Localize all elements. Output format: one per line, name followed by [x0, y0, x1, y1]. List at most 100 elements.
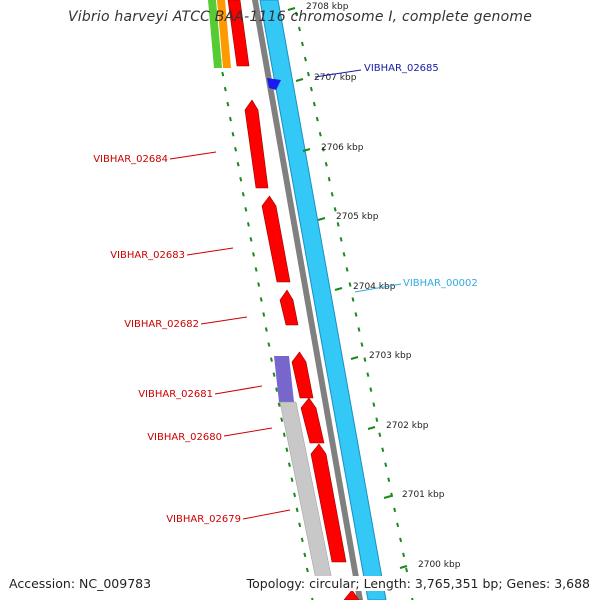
- gc-outer-dot: [330, 192, 334, 197]
- gc-inner-dot: [282, 432, 286, 437]
- gc-outer-dot: [384, 462, 388, 468]
- ruler-tick-mark: [367, 426, 376, 430]
- gc-inner-dot: [228, 116, 232, 122]
- gene-label-leader: [200, 316, 248, 325]
- gc-inner-dot: [259, 297, 263, 302]
- gc-outer-dot: [342, 252, 346, 257]
- gc-outer-dot: [303, 56, 307, 62]
- ruler-ticks: 2700 kbp 2701 kbp 2702 kbp 2703 kbp 2704 kbp…: [287, 2, 461, 570]
- gc-outer-dot: [351, 297, 355, 302]
- ruler-tick-mark: [302, 148, 311, 152]
- gc-outer-dot: [378, 432, 382, 437]
- ruler-tick-mark: [334, 287, 343, 291]
- gene-label: VIBHAR_02679: [166, 514, 241, 525]
- ruler-tick-label: 2702 kbp: [386, 421, 429, 431]
- gene-label-leader: [223, 427, 273, 437]
- gene-label-leader: [169, 151, 217, 160]
- ruler-tick-label: 2705 kbp: [336, 212, 379, 222]
- gc-outer-dot: [390, 492, 394, 498]
- gc-outer-dot: [327, 177, 331, 182]
- ruler-tick-label: 2703 kbp: [369, 351, 412, 361]
- gc-outer-dot: [333, 207, 337, 212]
- gene-label-leader: [214, 385, 263, 395]
- cds-02679-arrow: [310, 443, 347, 563]
- gene-label: VIBHAR_02682: [124, 319, 199, 330]
- gene-label-leader: [314, 69, 362, 78]
- gc-inner-dot: [275, 387, 279, 392]
- gene-label: VIBHAR_02683: [110, 250, 185, 261]
- gc-inner-dot: [311, 597, 314, 600]
- gc-inner-dot: [262, 312, 266, 317]
- ruler-tick-label: 2701 kbp: [402, 490, 445, 500]
- gc-outer-dot: [339, 237, 343, 242]
- gene-label-leader: [354, 283, 402, 293]
- gene-label-leader: [242, 509, 291, 520]
- ruler-tick-label: 2707 kbp: [314, 73, 357, 83]
- gc-outer-dot: [369, 387, 373, 392]
- gc-inner-dot: [277, 402, 281, 407]
- gc-outer-dot: [315, 116, 319, 122]
- gc-outer-dot: [381, 447, 385, 452]
- gc-outer-dot: [399, 537, 403, 543]
- gc-inner-dot: [305, 567, 309, 573]
- cds-02684-arrow: [244, 99, 269, 189]
- backbone-line: [252, 0, 363, 600]
- gc-outer-dot: [366, 372, 370, 377]
- accession-text: Accession: NC_009783: [9, 576, 152, 591]
- gc-inner-dot: [239, 177, 243, 182]
- gene-label: VIBHAR_02684: [93, 154, 168, 165]
- gc-outer-dot: [321, 146, 325, 152]
- gc-inner-dot: [257, 282, 261, 287]
- ruler-tick-label: 2700 kbp: [418, 560, 461, 570]
- gc-inner-dot: [236, 162, 240, 167]
- gc-inner-dot: [267, 342, 271, 347]
- gc-outer-dot: [411, 597, 414, 600]
- gc-inner-dot: [270, 357, 273, 362]
- gc-outer-dot: [396, 522, 400, 528]
- ruler-tick-label: 2704 kbp: [353, 282, 396, 292]
- reverse-strand-band: [259, 0, 387, 600]
- ruler-tick-label: 2708 kbp: [306, 2, 349, 12]
- gc-inner-dot: [226, 101, 230, 107]
- ruler-tick-mark: [287, 7, 296, 11]
- gc-inner-dot: [298, 522, 302, 528]
- gc-inner-dot: [264, 327, 268, 332]
- gc-inner-dot: [285, 447, 289, 452]
- gene-label: VIBHAR_02680: [147, 432, 222, 443]
- gc-inner-dot: [280, 417, 284, 422]
- gc-outer-dot: [405, 567, 409, 573]
- ruler-tick-mark: [350, 356, 359, 360]
- genome-stats-text: Topology: circular; Length: 3,765,351 bp…: [246, 576, 590, 591]
- gene-label: VIBHAR_02685: [364, 63, 439, 74]
- gc-inner-dot: [223, 86, 227, 92]
- gc-outer-dot: [324, 162, 328, 167]
- feature-tracks: [208, 0, 387, 600]
- cds-red-top: [227, 0, 250, 67]
- cds-02685-arrow: [267, 78, 281, 90]
- gc-inner-dot: [300, 537, 304, 543]
- gc-inner-dot: [252, 252, 255, 257]
- gc-outer-dot: [363, 357, 367, 362]
- gc-outer-dot: [393, 507, 397, 513]
- gc-outer-dot: [345, 267, 349, 272]
- gc-inner-dot: [234, 146, 238, 152]
- gc-outer-dot: [375, 417, 379, 422]
- gene-label: VIBHAR_02681: [138, 389, 213, 400]
- gc-outer-dot: [312, 101, 316, 107]
- gc-inner-dot: [303, 552, 307, 558]
- gc-inner-dot: [246, 222, 250, 227]
- gc-outer-dot: [387, 477, 391, 483]
- ruler-tick-mark: [383, 495, 392, 499]
- gc-inner-dot: [287, 462, 291, 468]
- gene-labels: VIBHAR_02685 VIBHAR_02684 VIBHAR_02683 VIBH…: [93, 63, 478, 525]
- cds-02682-arrow: [279, 289, 299, 326]
- gc-inner-dot: [272, 372, 276, 377]
- gc-outer-dot: [357, 327, 361, 332]
- ruler-tick-mark: [295, 78, 304, 82]
- gc-outer-dot: [300, 41, 304, 47]
- map-title: Vibrio harveyi ATCC BAA-1116 chromosome …: [67, 9, 533, 25]
- gene-label-leader: [186, 247, 234, 256]
- ruler-tick-label: 2706 kbp: [321, 143, 364, 153]
